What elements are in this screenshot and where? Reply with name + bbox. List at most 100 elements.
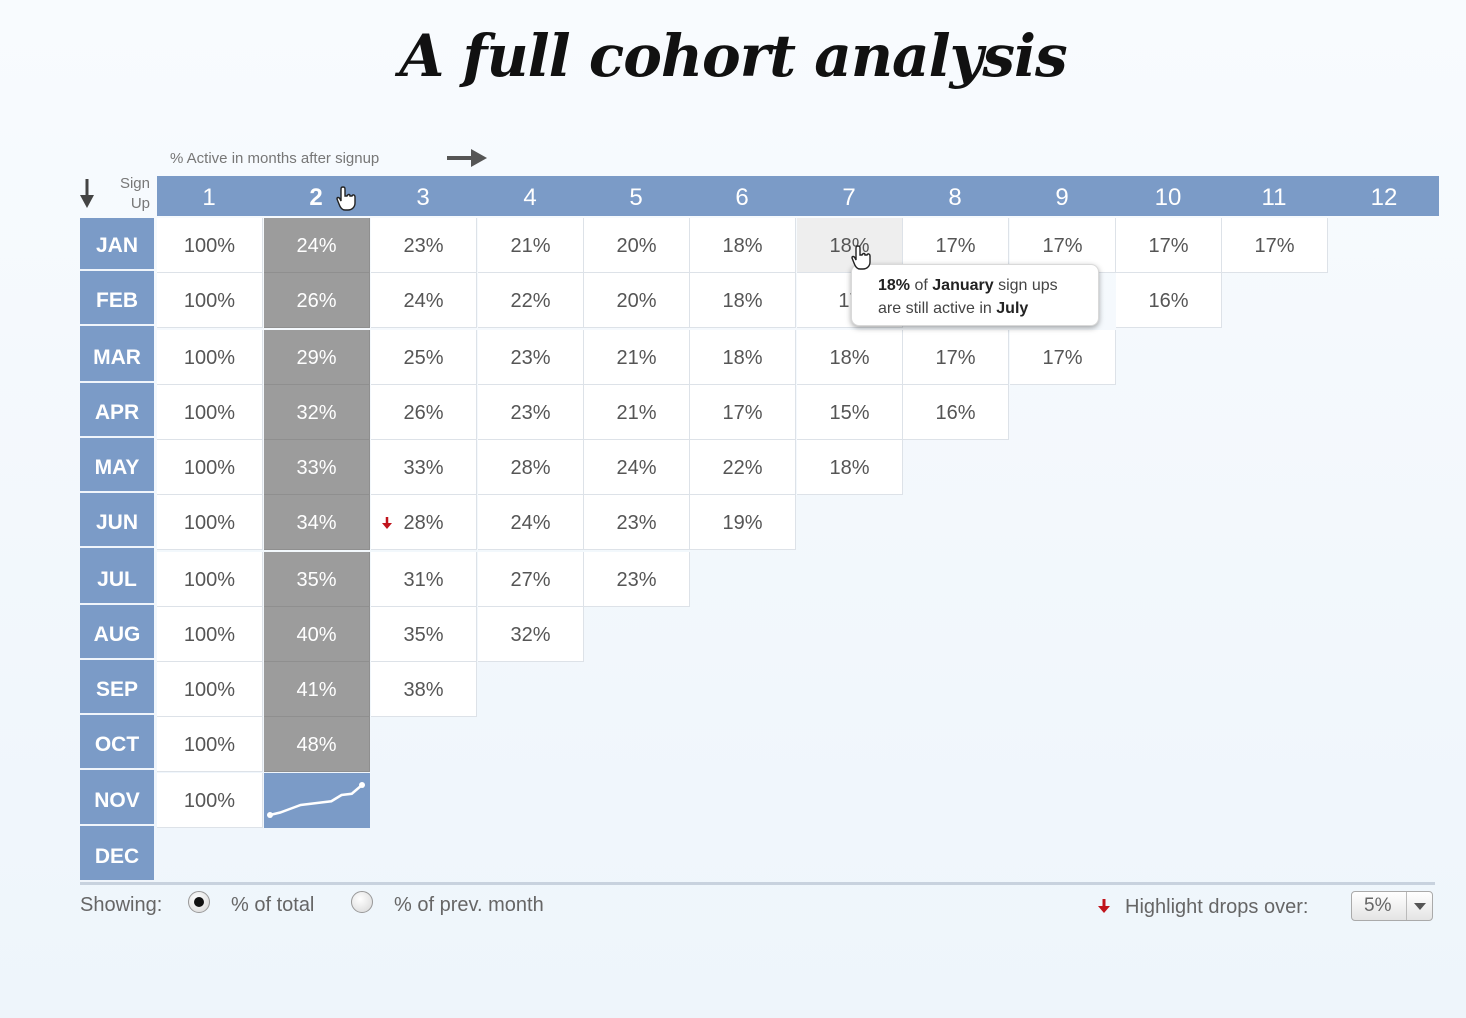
cohort-cell[interactable]: 34% <box>264 495 370 550</box>
cohort-cell[interactable]: 100% <box>157 440 263 495</box>
cohort-cell[interactable]: 17% <box>1010 218 1116 273</box>
cohort-cell[interactable]: 100% <box>157 330 263 385</box>
cohort-cell[interactable]: 100% <box>157 773 263 828</box>
cohort-cell[interactable]: 100% <box>157 495 263 550</box>
cohort-cell[interactable]: 19% <box>690 495 796 550</box>
column-header-9[interactable]: 9 <box>1055 184 1069 211</box>
cell-value: 27% <box>510 569 551 591</box>
radio-label-percent-of-prev-month[interactable]: % of prev. month <box>394 894 544 916</box>
drop-arrow-icon <box>382 517 392 529</box>
column-header-2[interactable]: 2 <box>309 184 323 211</box>
radio-selected-dot <box>194 897 204 907</box>
cell-value: 18% <box>829 457 870 479</box>
radio-percent-of-total[interactable] <box>188 891 210 913</box>
cohort-cell[interactable]: 27% <box>478 552 584 607</box>
page-title: A full cohort analysis <box>399 22 1067 90</box>
cohort-cell[interactable]: 33% <box>264 440 370 495</box>
radio-percent-of-prev-month[interactable] <box>351 891 373 913</box>
cohort-cell[interactable]: 33% <box>371 440 477 495</box>
sparkline-point <box>359 782 365 788</box>
cohort-cell[interactable]: 21% <box>584 330 690 385</box>
cohort-cell[interactable]: 21% <box>478 218 584 273</box>
cohort-cell[interactable]: 22% <box>690 440 796 495</box>
cohort-cell[interactable]: 26% <box>264 273 370 328</box>
column-header-6[interactable]: 6 <box>735 184 749 211</box>
cohort-cell[interactable]: 23% <box>584 495 690 550</box>
cohort-cell[interactable]: 25% <box>371 330 477 385</box>
cohort-cell[interactable]: 28% <box>478 440 584 495</box>
cohort-cell[interactable]: 18% <box>690 218 796 273</box>
cell-value: 28% <box>403 512 444 534</box>
cohort-cell[interactable]: 17% <box>1010 330 1116 385</box>
cohort-cell[interactable]: 32% <box>478 607 584 662</box>
cohort-cell[interactable]: 18% <box>797 440 903 495</box>
right-arrow-icon <box>447 149 487 167</box>
column-header-3[interactable]: 3 <box>416 184 430 211</box>
cohort-cell[interactable]: 23% <box>478 385 584 440</box>
cohort-cell[interactable]: 40% <box>264 607 370 662</box>
cell-value: 18% <box>829 347 870 369</box>
column-header-8[interactable]: 8 <box>948 184 962 211</box>
cohort-cell[interactable]: 20% <box>584 218 690 273</box>
cell-value: 100% <box>183 790 236 812</box>
row-header-dec: DEC <box>80 829 154 882</box>
column-header-5[interactable]: 5 <box>629 184 643 211</box>
cohort-cell[interactable]: 26% <box>371 385 477 440</box>
column-header-11[interactable]: 11 <box>1261 184 1287 211</box>
cohort-cell[interactable]: 100% <box>157 385 263 440</box>
cohort-cell[interactable]: 24% <box>371 273 477 328</box>
signup-corner: Sign Up <box>78 171 156 217</box>
cohort-cell[interactable]: 24% <box>478 495 584 550</box>
cohort-cell[interactable]: 100% <box>157 717 263 772</box>
cohort-cell[interactable]: 17% <box>1222 218 1328 273</box>
row-header-bar <box>80 218 154 883</box>
column-header-10[interactable]: 10 <box>1154 184 1182 211</box>
cohort-cell[interactable]: 41% <box>264 662 370 717</box>
cohort-cell[interactable]: 48% <box>264 717 370 772</box>
cohort-cell[interactable]: 18% <box>690 330 796 385</box>
cohort-cell[interactable]: 100% <box>157 218 263 273</box>
cohort-cell[interactable]: 100% <box>157 662 263 717</box>
cohort-cell[interactable]: 100% <box>157 552 263 607</box>
cell-value: 29% <box>296 347 337 369</box>
cohort-cell[interactable]: 31% <box>371 552 477 607</box>
cohort-cell[interactable]: 18% <box>797 330 903 385</box>
cohort-cell[interactable]: 21% <box>584 385 690 440</box>
cohort-cell[interactable]: 100% <box>157 607 263 662</box>
cohort-cell[interactable]: 23% <box>371 218 477 273</box>
cohort-cell[interactable]: 16% <box>903 385 1009 440</box>
cohort-cell[interactable]: 38% <box>371 662 477 717</box>
column-header-4[interactable]: 4 <box>523 184 537 211</box>
column-header-1[interactable]: 1 <box>202 184 216 211</box>
threshold-select[interactable]: 5% <box>1351 891 1433 921</box>
cohort-cell[interactable]: 35% <box>264 552 370 607</box>
radio-label-percent-of-total[interactable]: % of total <box>231 894 315 916</box>
cohort-cell[interactable]: 23% <box>478 330 584 385</box>
hand-cursor-icon <box>336 186 356 211</box>
cohort-cell[interactable]: 20% <box>584 273 690 328</box>
cohort-cell[interactable]: 15% <box>797 385 903 440</box>
cohort-cell[interactable]: 24% <box>584 440 690 495</box>
cell-value: 19% <box>722 512 763 534</box>
cohort-cell[interactable]: 17% <box>1116 218 1222 273</box>
cohort-cell[interactable]: 24% <box>264 218 370 273</box>
threshold-value: 5% <box>1364 895 1392 916</box>
cohort-cell[interactable]: 23% <box>584 552 690 607</box>
cell-value: 18% <box>722 290 763 312</box>
cell-value: 100% <box>183 734 236 756</box>
cohort-cell[interactable]: 17% <box>690 385 796 440</box>
cohort-cell[interactable]: 35% <box>371 607 477 662</box>
column-header-7[interactable]: 7 <box>842 184 856 211</box>
cohort-cell[interactable]: 17% <box>903 330 1009 385</box>
cohort-cell[interactable]: 22% <box>478 273 584 328</box>
cohort-cell[interactable]: 32% <box>264 385 370 440</box>
cohort-cell[interactable]: 100% <box>157 273 263 328</box>
cohort-cell[interactable]: 16% <box>1116 273 1222 328</box>
cell-value: 28% <box>510 457 551 479</box>
cohort-cell[interactable]: 29% <box>264 330 370 385</box>
cohort-cell[interactable]: 18% <box>690 273 796 328</box>
cohort-cell[interactable]: 28% <box>371 495 477 550</box>
cell-value: 23% <box>616 512 657 534</box>
cell-value: 26% <box>403 402 444 424</box>
column-header-12[interactable]: 12 <box>1370 184 1398 211</box>
